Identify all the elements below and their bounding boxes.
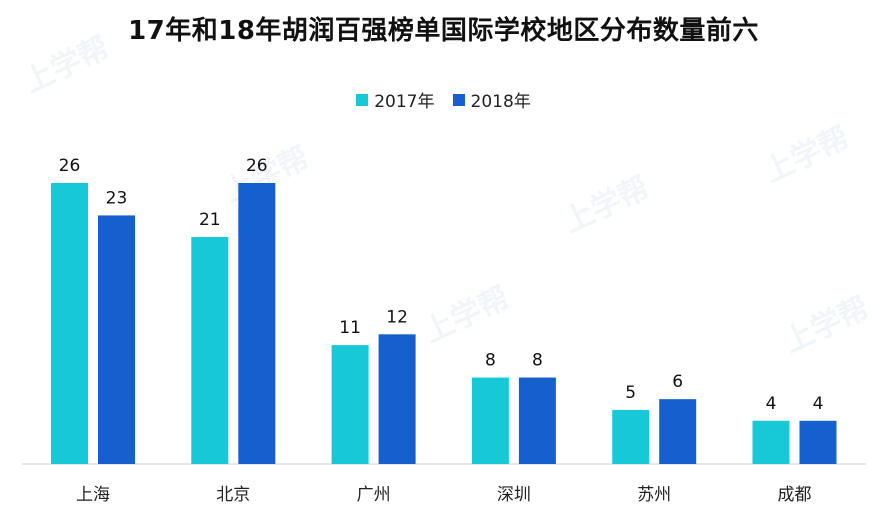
- x-tick-label: 成都: [778, 485, 812, 505]
- bar-2017年-上海: [51, 183, 88, 464]
- data-label: 4: [766, 394, 777, 414]
- bar-2017年-深圳: [471, 377, 509, 464]
- data-label: 5: [625, 383, 636, 403]
- bar-2017年-北京: [191, 237, 229, 464]
- x-tick-label: 苏州: [637, 485, 671, 505]
- legend-swatch-2018: [452, 93, 465, 106]
- data-label: 8: [532, 351, 543, 371]
- x-tick-label: 广州: [357, 485, 391, 505]
- bar-2018年-成都: [799, 420, 837, 464]
- legend-label-2018: 2018年: [470, 92, 531, 112]
- legend-swatch-2017: [356, 93, 369, 106]
- data-label: 26: [59, 156, 81, 176]
- legend: 2017年 2018年: [0, 87, 887, 112]
- bar-2018年-北京: [238, 183, 276, 464]
- legend-item-2018: 2018年: [452, 87, 531, 112]
- data-label: 6: [672, 372, 683, 392]
- bar-2017年-广州: [331, 345, 369, 464]
- x-tick-label: 北京: [216, 485, 250, 505]
- data-label: 4: [813, 394, 824, 414]
- bar-2018年-苏州: [659, 399, 697, 464]
- data-label: 26: [246, 156, 268, 176]
- legend-item-2017: 2017年: [356, 87, 435, 112]
- bar-2017年-成都: [752, 420, 790, 464]
- x-tick-label: 深圳: [497, 485, 531, 505]
- data-label: 12: [386, 307, 408, 327]
- bar-2018年-上海: [98, 215, 135, 464]
- data-label: 8: [485, 351, 496, 371]
- bar-2017年-苏州: [612, 409, 650, 464]
- chart-title: 17年和18年胡润百强榜单国际学校地区分布数量前六: [128, 16, 759, 46]
- x-tick-label: 上海: [76, 485, 110, 505]
- data-label: 21: [199, 210, 221, 230]
- bar-2018年-广州: [378, 334, 416, 464]
- data-label: 11: [339, 318, 361, 338]
- legend-label-2017: 2017年: [374, 92, 435, 112]
- bar-2018年-深圳: [518, 377, 556, 464]
- data-label: 23: [106, 188, 128, 208]
